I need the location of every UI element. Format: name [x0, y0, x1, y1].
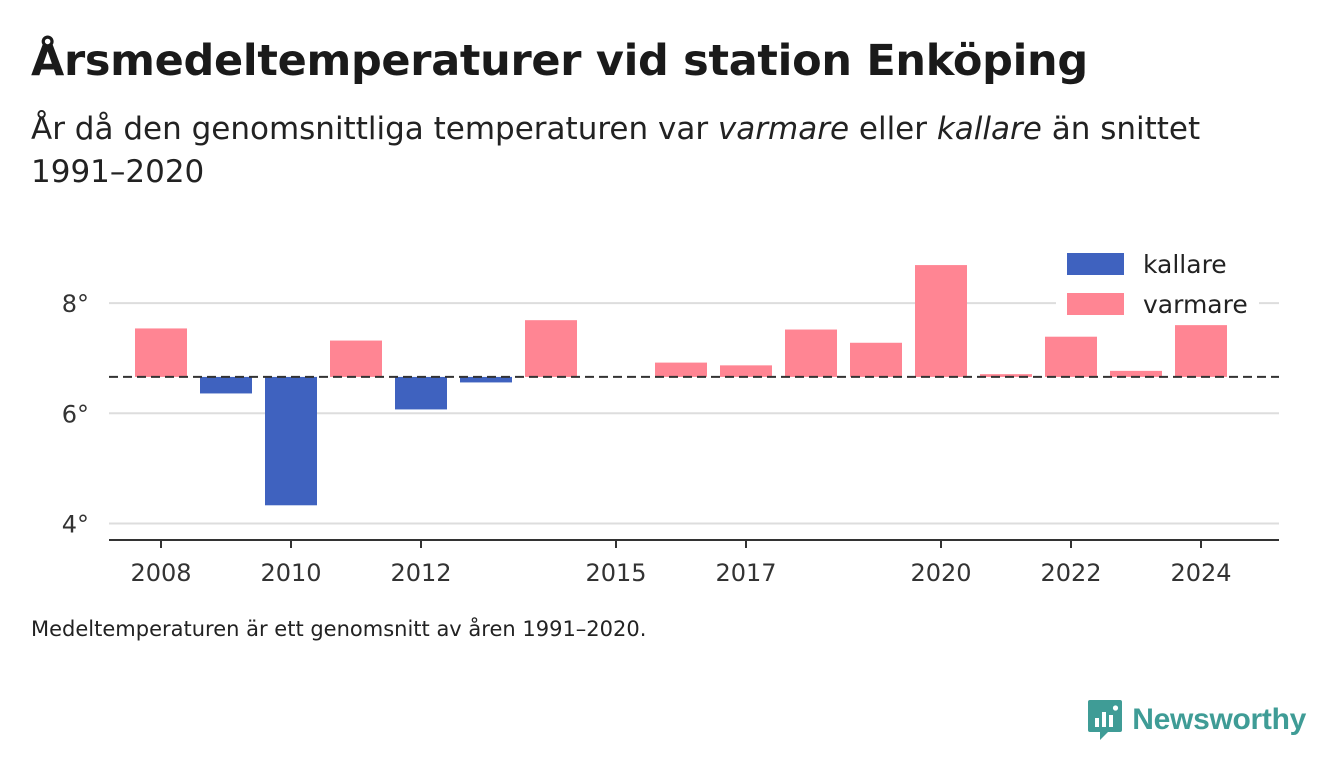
x-tick-label: 2024: [1170, 559, 1231, 587]
bar-2010-kallare: [265, 376, 317, 506]
x-tick-label: 2020: [910, 559, 971, 587]
legend[interactable]: kallare varmare: [1056, 244, 1259, 324]
x-tick-label: 2015: [585, 559, 646, 587]
y-tick-label: 6°: [62, 400, 89, 428]
bar-2009-kallare: [200, 376, 252, 394]
brand-logo: Newsworthy: [1086, 698, 1306, 742]
bar-2013-kallare: [460, 376, 512, 383]
bar-2018-varmare: [785, 329, 837, 377]
bar-2012-kallare: [395, 376, 447, 410]
bar-2008-varmare: [135, 328, 187, 377]
y-tick-label: 8°: [62, 290, 89, 318]
bar-2016-varmare: [655, 362, 707, 377]
bar-chart: 4° 6° 8° 2008 2010 2012 2015 2017 2020 2022 2024 k…: [62, 244, 1279, 587]
legend-label-kallare[interactable]: kallare: [1143, 250, 1227, 279]
subtitle-suffix: än snittet 1991–2020: [31, 111, 1201, 190]
axes: 4° 6° 8° 2008 2010 2012 2015 2017 2020 2022 2024: [62, 290, 1279, 587]
bar-2022-varmare: [1045, 336, 1097, 377]
bar-2011-varmare: [330, 340, 382, 377]
legend-swatch-varmare: [1067, 293, 1124, 315]
bar-2014-varmare: [525, 320, 577, 377]
footnote: Medeltemperaturen är ett genomsnitt av å…: [31, 617, 647, 641]
subtitle-warm-word: varmare: [717, 111, 850, 147]
x-tick-label: 2008: [130, 559, 191, 587]
newsworthy-logo-icon: [1088, 700, 1123, 740]
legend-label-varmare[interactable]: varmare: [1143, 290, 1248, 319]
subtitle-middle: eller: [849, 111, 937, 147]
bar-2023-varmare: [1110, 370, 1162, 377]
x-tick-label: 2012: [390, 559, 451, 587]
x-tick-label: 2010: [260, 559, 321, 587]
brand-name: Newsworthy: [1132, 703, 1306, 736]
legend-swatch-kallare: [1067, 253, 1124, 275]
bars: [135, 265, 1227, 506]
x-tick-label: 2022: [1040, 559, 1101, 587]
y-tick-label: 4°: [62, 510, 89, 538]
bar-2017-varmare: [720, 365, 772, 377]
bar-2019-varmare: [850, 342, 902, 377]
subtitle-cold-word: kallare: [936, 111, 1042, 147]
subtitle-prefix: År då den genomsnittliga temperaturen va…: [31, 111, 718, 147]
chart-subtitle: År då den genomsnittliga temperaturen va…: [31, 108, 1231, 194]
bar-2024-varmare: [1175, 325, 1227, 377]
chart-title: Årsmedeltemperaturer vid station Enköpin…: [31, 36, 1088, 86]
bar-2021-varmare: [980, 374, 1032, 377]
x-tick-label: 2017: [715, 559, 776, 587]
bar-2020-varmare: [915, 265, 967, 377]
